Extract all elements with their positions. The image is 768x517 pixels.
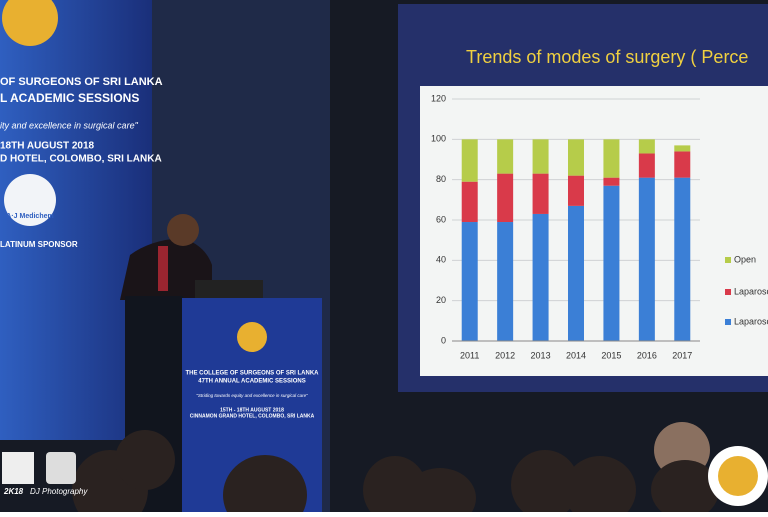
x-tick-label: 2014 — [566, 350, 586, 360]
banner-text: LATINUM SPONSOR — [0, 240, 78, 249]
x-tick-label: 2011 — [460, 350, 479, 360]
bar-segment — [674, 151, 691, 178]
podium-logo — [237, 322, 267, 352]
bar-segment — [532, 173, 549, 214]
camera-icon — [46, 452, 76, 484]
x-tick-label: 2015 — [601, 350, 621, 360]
y-tick-label: 40 — [436, 255, 446, 265]
logo — [2, 0, 58, 46]
bar-segment — [461, 222, 478, 341]
chart-area — [420, 86, 768, 376]
laptop — [195, 280, 263, 298]
banner-text: L ACADEMIC SESSIONS — [0, 91, 139, 105]
y-tick-label: 80 — [436, 174, 446, 184]
audience-head — [404, 468, 476, 517]
bar-segment — [497, 173, 514, 223]
watermark-studio: DJ Photography — [30, 487, 88, 496]
podium-text: CINNAMON GRAND HOTEL, COLOMBO, SRI LANKA — [190, 413, 315, 419]
bar-segment — [568, 139, 584, 176]
x-tick-label: 2012 — [495, 350, 515, 360]
gown-trim — [158, 246, 168, 291]
y-tick-label: 120 — [431, 93, 446, 103]
bar-segment — [568, 175, 584, 206]
y-tick-label: 60 — [436, 214, 446, 224]
bar-segment — [638, 139, 655, 154]
bar-segment — [603, 139, 620, 178]
sponsor-name: A·J Medichem — [6, 213, 53, 220]
bar-segment — [532, 139, 549, 174]
watermark-year: 2K18 — [3, 487, 24, 496]
legend-label: Laparosc — [734, 316, 768, 326]
banner-text: ity and excellence in surgical care" — [0, 120, 139, 130]
bar-segment — [603, 185, 620, 341]
podium-text: THE COLLEGE OF SURGEONS OF SRI LANKA — [185, 371, 319, 377]
podium-text: 47TH ANNUAL ACADEMIC SESSIONS — [198, 379, 305, 385]
audience-head — [115, 430, 175, 490]
audience-head — [564, 456, 636, 517]
audience-head — [223, 455, 307, 517]
y-tick-label: 20 — [436, 295, 446, 305]
legend-swatch — [725, 289, 731, 295]
legend-swatch — [725, 257, 731, 263]
x-tick-label: 2013 — [531, 350, 551, 360]
banner-text: D HOTEL, COLOMBO, SRI LANKA — [0, 154, 162, 165]
college-logo-inner — [718, 456, 758, 496]
bar-segment — [674, 145, 691, 152]
podium-text: "Striding towards equity and excellence … — [196, 393, 308, 398]
bar-segment — [674, 177, 691, 341]
bar-segment — [568, 205, 584, 341]
bar-segment — [638, 177, 655, 341]
bar-segment — [461, 139, 478, 182]
bar-segment — [638, 153, 655, 178]
chart-title: Trends of modes of surgery ( Perce — [466, 47, 748, 67]
audience-head — [651, 460, 719, 517]
bar-segment — [497, 222, 514, 341]
podium-text: 15TH - 18TH AUGUST 2018 — [220, 407, 284, 413]
legend-label: Open — [734, 254, 756, 264]
legend-label: Laparosc open — [734, 286, 768, 296]
bar-segment — [497, 139, 514, 174]
banner-text: 18TH AUGUST 2018 — [0, 141, 95, 152]
banner-text: OF SURGEONS OF SRI LANKA — [0, 76, 163, 88]
bar-segment — [532, 213, 549, 341]
x-tick-label: 2017 — [672, 350, 692, 360]
speaker-head — [167, 214, 199, 246]
y-tick-label: 100 — [431, 134, 446, 144]
audience-head — [511, 450, 579, 517]
qr-code — [2, 452, 34, 484]
bar-segment — [603, 177, 620, 186]
bar-segment — [461, 181, 478, 223]
sponsor-logo — [4, 174, 56, 226]
x-tick-label: 2016 — [637, 350, 657, 360]
y-tick-label: 0 — [441, 335, 446, 345]
legend-swatch — [725, 319, 731, 325]
